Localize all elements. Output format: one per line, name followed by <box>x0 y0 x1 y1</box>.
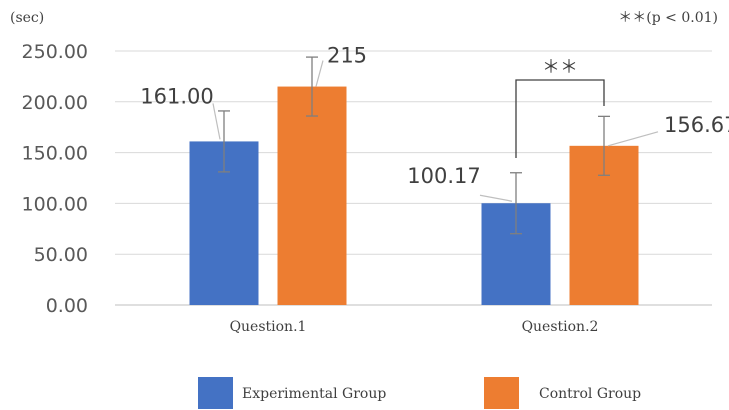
legend-label: Experimental Group <box>242 386 386 402</box>
leader-line <box>212 103 221 140</box>
y-tick-label: 100.00 <box>22 193 88 215</box>
x-axis-categories: Question.1 Question.2 <box>230 319 599 335</box>
significance-marker: ＊＊ <box>542 57 578 78</box>
y-tick-label: 250.00 <box>22 41 88 63</box>
bracket-line <box>515 79 605 158</box>
legend: Experimental Group Control Group <box>198 377 641 409</box>
data-label: 156.67 <box>664 113 729 137</box>
label-leader-lines <box>212 60 659 202</box>
y-tick-label: 50.00 <box>34 244 88 266</box>
significance-bracket: ＊＊ <box>515 57 605 158</box>
legend-item: Experimental Group <box>198 377 386 409</box>
category-label: Question.2 <box>522 319 599 335</box>
legend-item: Control Group <box>484 377 641 409</box>
leader-line <box>315 60 324 87</box>
y-tick-label: 150.00 <box>22 143 88 165</box>
legend-label: Control Group <box>539 386 641 402</box>
bars <box>189 86 639 305</box>
leader-line <box>607 131 659 147</box>
bar <box>277 86 347 305</box>
legend-swatch <box>198 377 233 409</box>
y-tick-label: 200.00 <box>22 92 88 114</box>
data-label: 215 <box>327 44 367 68</box>
leader-line <box>479 194 513 202</box>
data-label: 100.17 <box>407 164 480 188</box>
y-axis-ticks: 0.00 50.00 100.00 150.00 200.00 250.00 <box>22 41 88 317</box>
data-label: 161.00 <box>140 84 213 108</box>
significance-note: ＊＊(p < 0.01) <box>618 10 718 26</box>
category-label: Question.1 <box>230 319 307 335</box>
error-bars <box>218 56 610 235</box>
y-tick-label: 0.00 <box>46 295 88 317</box>
legend-swatch <box>484 377 519 409</box>
data-labels: 161.00 100.17 215 156.67 <box>140 44 729 189</box>
y-axis-unit: (sec) <box>10 10 44 26</box>
